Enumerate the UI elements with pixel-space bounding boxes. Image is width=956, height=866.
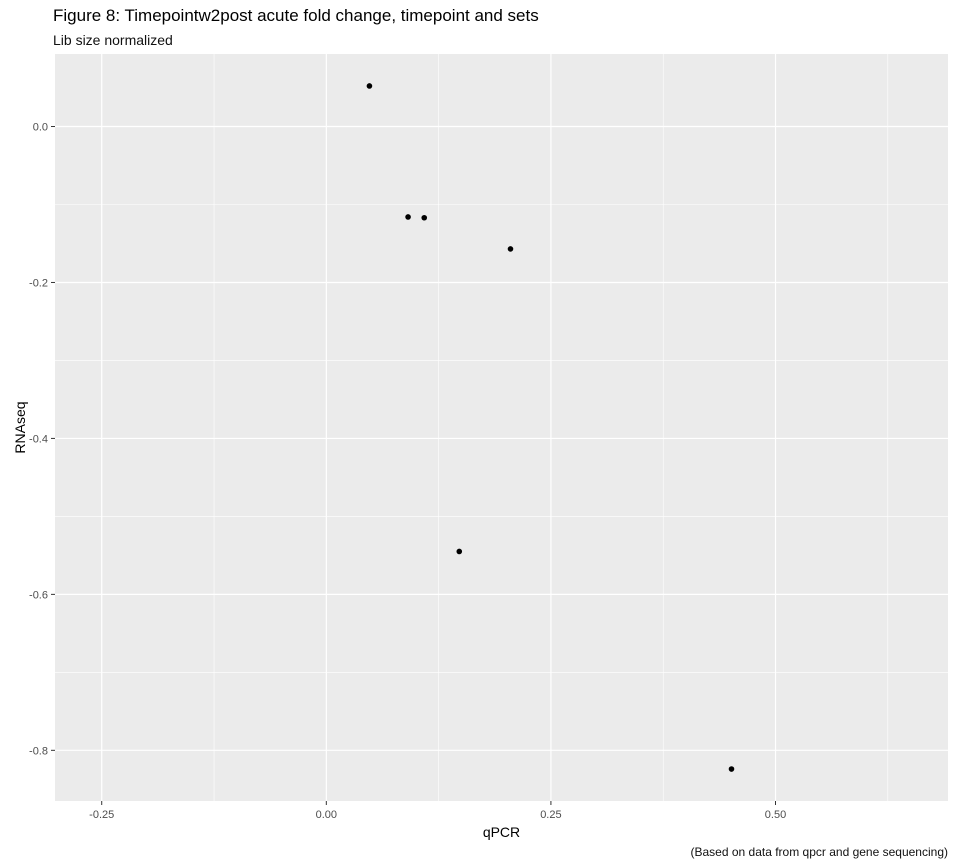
- data-point: [366, 83, 373, 89]
- x-axis-title: qPCR: [483, 824, 520, 840]
- y-tick-label: 0.0: [33, 122, 48, 134]
- x-tick-label: -0.25: [89, 809, 114, 821]
- x-tick-label: 0.50: [765, 809, 786, 821]
- chart-subtitle: Lib size normalized: [53, 32, 173, 48]
- y-axis-ticks: 0.0 -0.2 -0.4 -0.6 -0.8: [29, 122, 55, 757]
- data-point: [728, 766, 735, 772]
- chart-caption: (Based on data from qpcr and gene sequen…: [690, 845, 948, 859]
- data-point: [421, 214, 428, 221]
- chart-title: Figure 8: Timepointw2post acute fold cha…: [53, 6, 539, 25]
- y-tick-label: -0.8: [29, 745, 48, 757]
- x-tick-label: 0.25: [540, 809, 561, 821]
- x-axis-ticks: -0.25 0.00 0.25 0.50: [89, 801, 786, 821]
- y-tick-label: -0.6: [29, 589, 48, 601]
- minor-gridlines: [55, 54, 948, 801]
- y-tick-label: -0.2: [29, 277, 48, 289]
- y-tick-label: -0.4: [29, 433, 48, 445]
- data-points: [366, 83, 735, 772]
- data-point: [456, 548, 463, 555]
- x-tick-label: 0.00: [316, 809, 337, 821]
- data-point: [405, 214, 411, 220]
- major-gridlines: [55, 54, 948, 801]
- y-axis-title: RNAseq: [12, 401, 28, 453]
- data-point: [507, 246, 514, 252]
- plot-panel: [55, 54, 948, 801]
